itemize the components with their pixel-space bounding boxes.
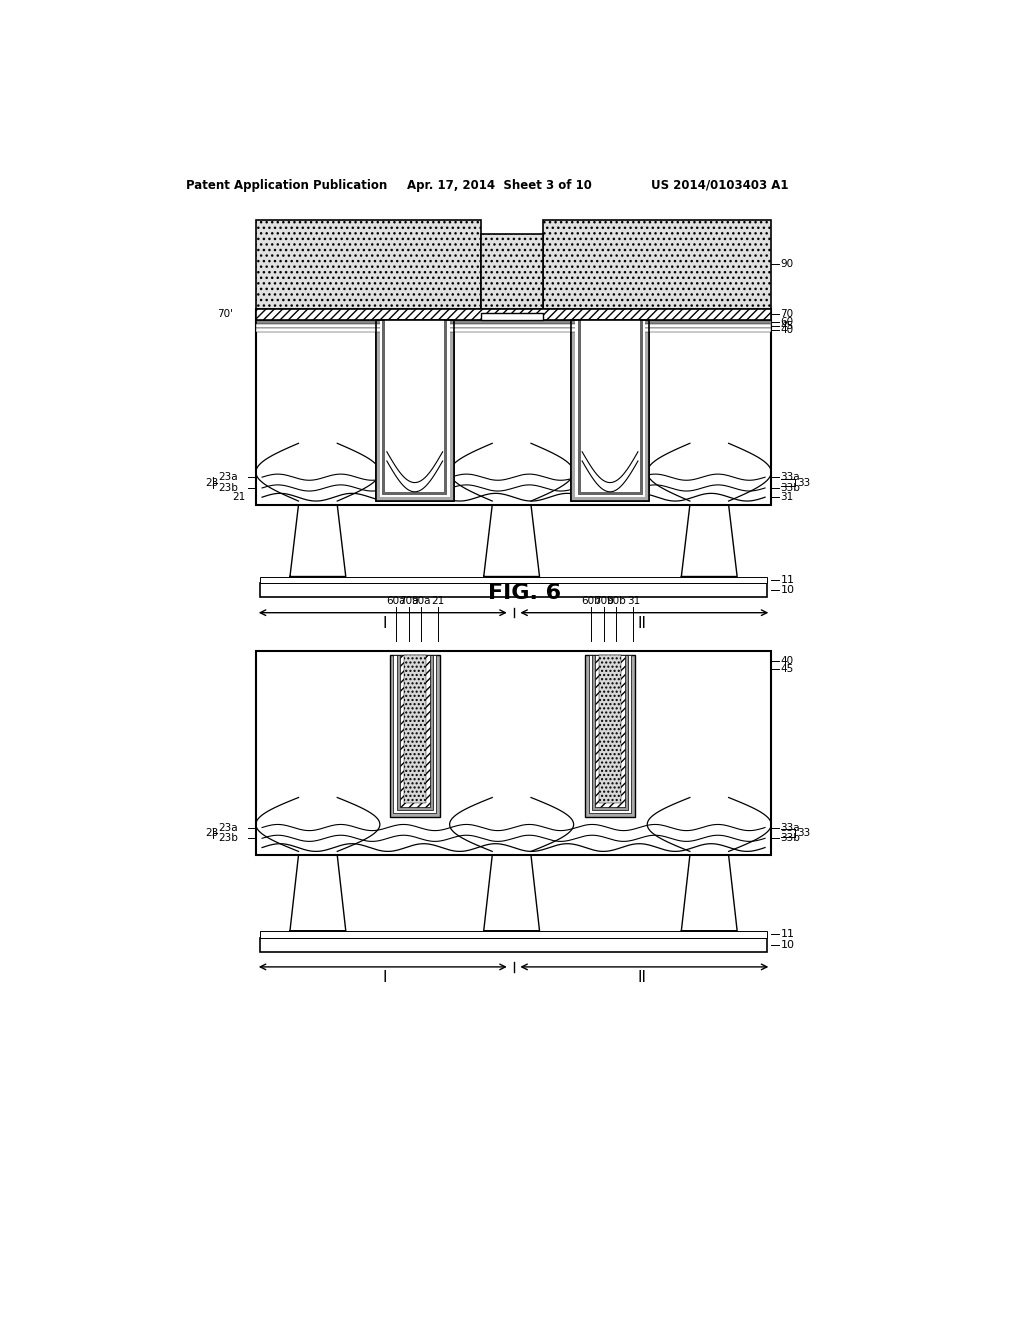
- Bar: [589, 655, 632, 813]
- Text: 33b: 33b: [780, 833, 801, 843]
- Text: US 2014/0103403 A1: US 2014/0103403 A1: [651, 178, 788, 191]
- Bar: [256, 321, 771, 323]
- Bar: [385, 321, 444, 492]
- Text: II: II: [638, 970, 647, 985]
- Bar: [260, 937, 767, 952]
- Text: 33: 33: [798, 828, 811, 838]
- Bar: [585, 655, 635, 817]
- Text: 90b: 90b: [606, 597, 626, 606]
- Bar: [376, 321, 454, 502]
- Bar: [376, 321, 454, 502]
- Text: FIG. 6: FIG. 6: [488, 583, 561, 603]
- Text: 60a: 60a: [386, 597, 406, 606]
- Bar: [595, 655, 626, 807]
- Bar: [575, 321, 645, 498]
- Text: Apr. 17, 2014  Sheet 3 of 10: Apr. 17, 2014 Sheet 3 of 10: [407, 178, 592, 191]
- Bar: [393, 655, 436, 813]
- Bar: [571, 321, 649, 502]
- Text: 40: 40: [780, 325, 794, 335]
- Bar: [256, 309, 771, 321]
- Text: 23: 23: [206, 828, 219, 838]
- Bar: [571, 321, 649, 502]
- Text: II: II: [638, 616, 647, 631]
- Text: 90a: 90a: [412, 597, 431, 606]
- Bar: [380, 321, 450, 498]
- Bar: [403, 655, 426, 803]
- Bar: [396, 655, 433, 810]
- Text: FIG. 5: FIG. 5: [488, 281, 561, 301]
- Text: I: I: [383, 616, 387, 631]
- Text: 21: 21: [232, 492, 246, 502]
- Text: 23: 23: [206, 478, 219, 487]
- Text: 45: 45: [780, 321, 794, 331]
- Bar: [260, 577, 767, 583]
- Text: I: I: [383, 970, 387, 985]
- Text: 23a: 23a: [219, 473, 239, 482]
- Text: 10: 10: [780, 585, 795, 595]
- Bar: [592, 655, 629, 810]
- Text: 31: 31: [627, 597, 640, 606]
- Bar: [389, 655, 440, 817]
- Bar: [256, 327, 771, 331]
- Text: 11: 11: [780, 929, 795, 939]
- Text: 70: 70: [780, 309, 794, 319]
- Bar: [256, 220, 481, 309]
- Bar: [599, 655, 622, 803]
- Text: 31: 31: [780, 492, 794, 502]
- Bar: [256, 309, 771, 506]
- Text: 33a: 33a: [780, 473, 800, 482]
- Bar: [481, 234, 544, 309]
- Text: 10: 10: [780, 940, 795, 949]
- Bar: [481, 313, 544, 321]
- Text: 60b: 60b: [582, 597, 601, 606]
- Text: 45: 45: [780, 664, 794, 675]
- Text: 40: 40: [780, 656, 794, 667]
- Bar: [578, 321, 643, 495]
- Bar: [256, 651, 771, 855]
- Bar: [544, 220, 771, 309]
- Text: 33b: 33b: [780, 483, 801, 492]
- Bar: [399, 655, 430, 807]
- Text: 23b: 23b: [219, 483, 239, 492]
- Text: 70a: 70a: [398, 597, 418, 606]
- Bar: [256, 323, 771, 327]
- Bar: [581, 321, 640, 492]
- Text: Patent Application Publication: Patent Application Publication: [186, 178, 387, 191]
- Text: 23a: 23a: [219, 822, 239, 833]
- Text: 33: 33: [798, 478, 811, 487]
- Bar: [376, 321, 454, 502]
- Bar: [481, 313, 544, 321]
- Text: 33a: 33a: [780, 822, 800, 833]
- Text: 70b: 70b: [594, 597, 613, 606]
- Bar: [260, 583, 767, 598]
- Text: 60: 60: [780, 317, 794, 327]
- Text: 23b: 23b: [219, 833, 239, 843]
- Text: 90: 90: [780, 259, 794, 269]
- Text: 21: 21: [431, 597, 444, 606]
- Bar: [571, 321, 649, 502]
- Text: 70': 70': [217, 309, 232, 319]
- Bar: [382, 321, 447, 495]
- Bar: [260, 931, 767, 937]
- Text: 11: 11: [780, 576, 795, 585]
